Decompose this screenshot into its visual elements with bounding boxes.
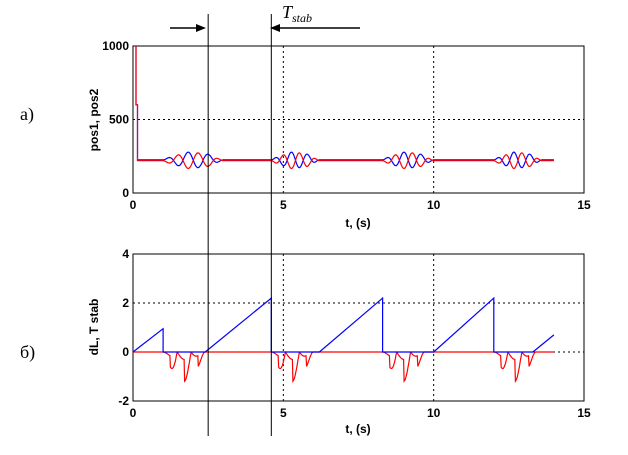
y-tick-label: 2 bbox=[122, 296, 129, 310]
x-axis-label-top: t, (s) bbox=[345, 216, 370, 230]
y-tick-label: 4 bbox=[122, 247, 129, 261]
panel-label-a: а) bbox=[20, 104, 34, 125]
tstab-label: Tstab bbox=[282, 2, 312, 25]
series-bottom bbox=[132, 296, 555, 384]
x-tick-label: 5 bbox=[280, 198, 287, 212]
y-tick-label: 0 bbox=[122, 186, 129, 200]
x-axis-label-bottom: t, (s) bbox=[345, 422, 370, 436]
y-tick-label: 0 bbox=[122, 345, 129, 359]
y-tick-label: 500 bbox=[109, 113, 129, 127]
series-dl-line bbox=[132, 296, 555, 353]
x-tick-label: 15 bbox=[577, 406, 591, 420]
x-tick-label: 10 bbox=[427, 198, 441, 212]
ticks-top: 0 5 10 15 0 500 1000 bbox=[102, 39, 591, 212]
series-top bbox=[135, 46, 554, 170]
y-tick-label: 1000 bbox=[102, 39, 129, 53]
y-axis-label-top: pos1, pos2 bbox=[87, 88, 101, 151]
panel-top: 0 5 10 15 0 500 1000 t, (s) pos1, pos2 а) bbox=[20, 39, 591, 230]
marker-lines bbox=[207, 14, 272, 436]
series-pos2-line bbox=[135, 46, 554, 170]
x-tick-label: 0 bbox=[130, 198, 137, 212]
x-tick-label: 10 bbox=[427, 406, 441, 420]
y-tick-label: -2 bbox=[118, 394, 129, 408]
x-tick-label: 5 bbox=[280, 406, 287, 420]
y-axis-label-bottom: dL, T stab bbox=[87, 299, 101, 356]
x-tick-label: 15 bbox=[577, 198, 591, 212]
right-arrow-head bbox=[270, 24, 280, 32]
panel-label-b: б) bbox=[20, 342, 35, 363]
x-tick-label: 0 bbox=[130, 406, 137, 420]
tstab-annotation: Tstab bbox=[170, 2, 360, 436]
left-arrow-head bbox=[196, 24, 206, 32]
